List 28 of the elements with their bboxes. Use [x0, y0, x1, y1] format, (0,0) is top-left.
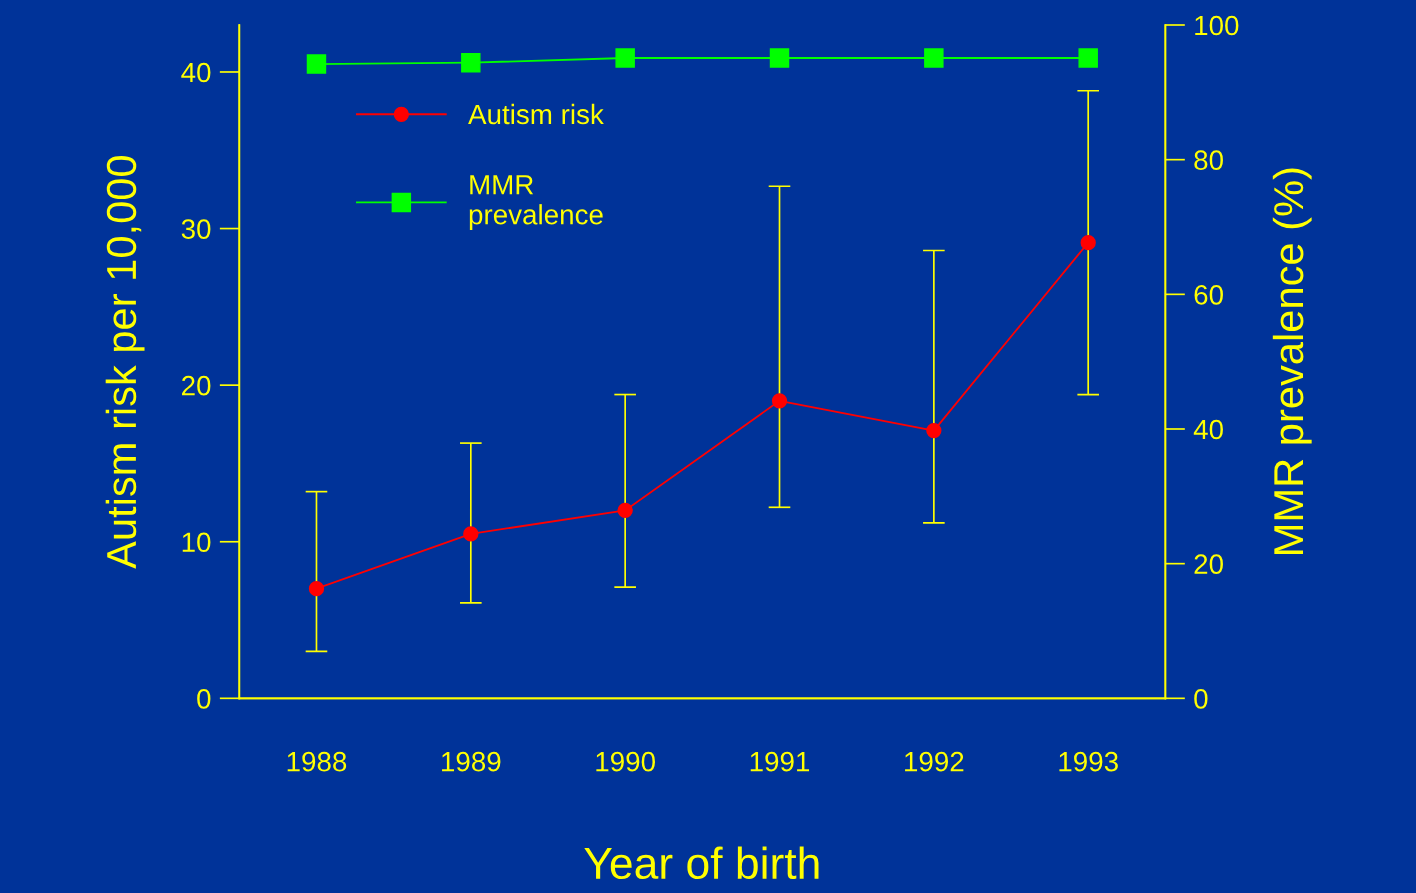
x-tick-label: 1989 — [442, 751, 501, 772]
point — [926, 422, 942, 439]
x-tick-label: 1988 — [287, 751, 347, 772]
point — [771, 393, 788, 409]
y2-tick-label: 40 — [1193, 419, 1223, 440]
y-axis-title: Autism risk per 10,000 — [105, 156, 145, 569]
y-tick-label: 40 — [181, 62, 211, 83]
y2-tick-label: 20 — [1194, 554, 1223, 574]
y-tick-label: 0 — [197, 688, 211, 709]
y-tick-label: 30 — [181, 219, 211, 239]
legend-label: MMR prevalence — [469, 175, 603, 231]
point — [463, 526, 479, 542]
point — [617, 502, 633, 519]
y2-tick-label: 60 — [1194, 285, 1223, 305]
y2-axis-title: MMR prevalence (%) — [1272, 168, 1312, 554]
x-tick-label: 1993 — [1059, 751, 1118, 772]
y-tick-label: 10 — [182, 532, 211, 553]
y2-tick-label: 0 — [1194, 688, 1208, 709]
point — [1080, 235, 1096, 251]
point — [308, 581, 325, 597]
legend-label: Autism risk — [468, 103, 604, 125]
y-tick-label: 20 — [182, 375, 211, 396]
x-tick-label: 1992 — [905, 751, 964, 772]
x-tick-label: 1990 — [596, 751, 655, 772]
y2-tick-label: 80 — [1194, 150, 1223, 171]
x-tick-label: 1991 — [750, 751, 810, 772]
y2-tick-label: 100 — [1195, 15, 1239, 36]
x-axis-title: Year of birth — [584, 846, 819, 880]
